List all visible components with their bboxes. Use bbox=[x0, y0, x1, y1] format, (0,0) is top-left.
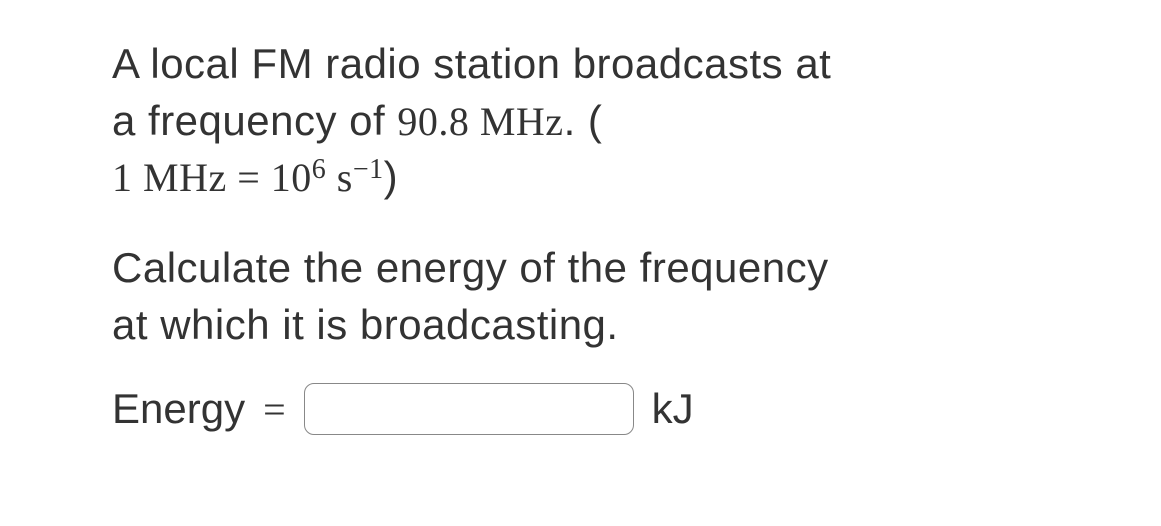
conv-equals: = bbox=[227, 155, 271, 200]
conv-unit-exp: −1 bbox=[353, 154, 384, 185]
problem-line2a: a frequency of bbox=[112, 97, 397, 144]
answer-label: Energy bbox=[112, 385, 245, 433]
close-paren: ) bbox=[384, 153, 399, 200]
conv-space bbox=[326, 155, 337, 200]
answer-equals: = bbox=[263, 386, 286, 433]
answer-row: Energy = kJ bbox=[112, 383, 1161, 435]
problem-line1: A local FM radio station broadcasts at bbox=[112, 40, 831, 87]
conv-lhs: 1 MHz bbox=[112, 155, 227, 200]
problem-line2b: . ( bbox=[564, 97, 603, 144]
energy-input[interactable] bbox=[304, 383, 634, 435]
answer-unit: kJ bbox=[652, 385, 694, 433]
conv-exp: 6 bbox=[312, 154, 327, 185]
conversion-expression: 1 MHz = 106 s−1 bbox=[112, 155, 384, 200]
question-line2: at which it is broadcasting. bbox=[112, 301, 619, 348]
question-text: Calculate the energy of the frequency at… bbox=[112, 240, 1161, 353]
conv-unit: s bbox=[337, 155, 353, 200]
question-line1: Calculate the energy of the frequency bbox=[112, 244, 829, 291]
frequency-value: 90.8 MHz bbox=[397, 99, 563, 144]
conv-base: 10 bbox=[271, 155, 312, 200]
problem-statement: A local FM radio station broadcasts at a… bbox=[112, 36, 1161, 206]
